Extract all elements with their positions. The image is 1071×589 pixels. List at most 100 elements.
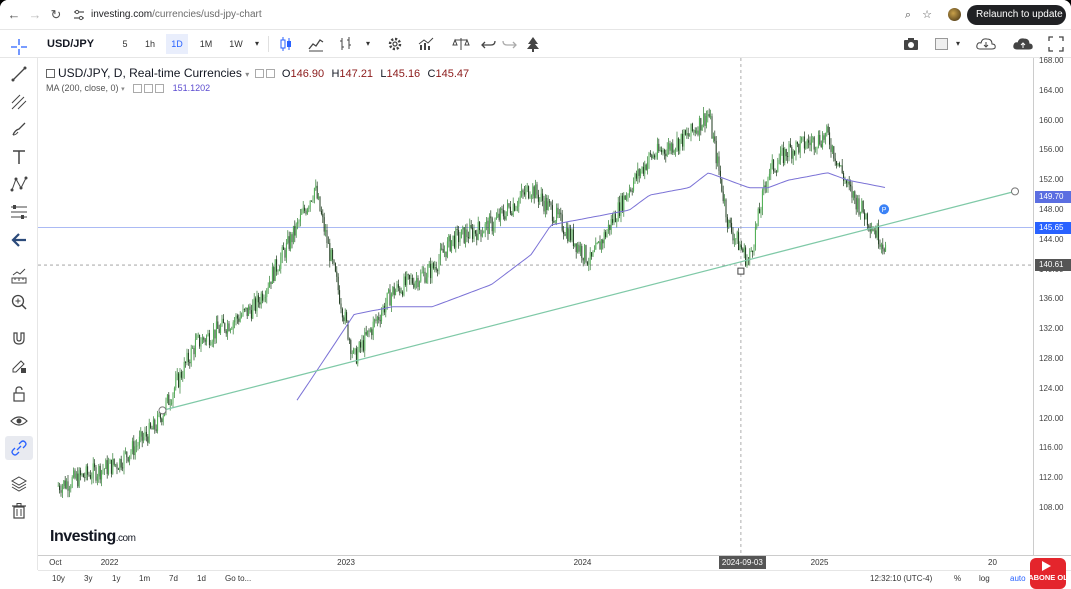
settings-gear-icon[interactable]: [386, 35, 404, 53]
candle-body: [599, 241, 601, 250]
fullscreen-icon[interactable]: [1047, 35, 1065, 53]
line-chart-icon[interactable]: [307, 35, 325, 53]
timeframe-5[interactable]: 5: [122, 39, 128, 49]
candle-body: [472, 227, 474, 239]
candle-body: [274, 259, 276, 281]
price-tag: 140.61: [1035, 259, 1071, 272]
undo-icon[interactable]: [480, 35, 498, 53]
candle-body: [743, 247, 745, 253]
timeframe-1m[interactable]: 1M: [199, 39, 213, 49]
brush-icon[interactable]: [10, 120, 28, 138]
layout-square-icon[interactable]: [935, 38, 948, 50]
percent-toggle[interactable]: %: [954, 574, 962, 583]
candle-body: [172, 393, 174, 403]
price-axis[interactable]: 168.00 164.00 160.00 156.00 152.00 148.00 144.…: [1033, 56, 1071, 555]
site-settings-icon[interactable]: [73, 9, 85, 21]
range-10y[interactable]: 10y: [52, 574, 65, 583]
symbol-search[interactable]: USD/JPY: [47, 38, 95, 50]
price-chart[interactable]: P: [38, 58, 1033, 555]
measure-icon[interactable]: [10, 267, 28, 285]
candles-icon[interactable]: [277, 35, 295, 53]
time-axis[interactable]: Oct 2022 2023 2024 2025 20 2024-09-03: [38, 555, 1071, 570]
profile-avatar[interactable]: [948, 8, 961, 21]
range-7d[interactable]: 7d: [169, 574, 178, 583]
timeframe-1h[interactable]: 1h: [144, 39, 155, 49]
range-3y[interactable]: 3y: [84, 574, 93, 583]
redo-icon[interactable]: [500, 35, 518, 53]
ma-remove-icon[interactable]: [155, 84, 165, 94]
zoom-icon[interactable]: ⌕: [904, 9, 912, 21]
link-icon[interactable]: [10, 439, 28, 457]
candle-body: [449, 235, 451, 251]
legend-dropdown-icon[interactable]: ▾: [245, 70, 250, 79]
subscribe-badge[interactable]: ABONE OL: [1026, 556, 1068, 589]
camera-icon[interactable]: [902, 35, 920, 53]
candle-body: [651, 154, 653, 159]
back-icon[interactable]: ←: [7, 7, 21, 22]
url-host: investing.com: [91, 9, 153, 20]
candle-body: [493, 227, 495, 232]
log-toggle[interactable]: log: [979, 574, 990, 583]
ma-dropdown-icon[interactable]: ▾: [121, 86, 125, 93]
candle-body: [117, 468, 119, 470]
candle-body: [872, 228, 874, 232]
timeframe-dropdown-icon[interactable]: ▾: [254, 39, 259, 48]
fib-retracement-icon[interactable]: [10, 203, 28, 221]
chart-type-dropdown-icon[interactable]: ▾: [365, 39, 370, 48]
trend-line-anchor-end: [1011, 187, 1019, 196]
cloud-upload-icon[interactable]: [1012, 35, 1034, 53]
candle-body: [176, 373, 178, 378]
auto-toggle[interactable]: auto: [1010, 574, 1026, 583]
candle-body: [291, 234, 293, 243]
trend-line-icon[interactable]: [10, 65, 28, 83]
candle-body: [810, 139, 812, 146]
candle-body: [409, 274, 411, 279]
zoom-in-icon[interactable]: [10, 293, 28, 311]
range-1d[interactable]: 1d: [197, 574, 206, 583]
compare-scale-icon[interactable]: [452, 35, 470, 53]
relaunch-button[interactable]: Relaunch to update ⋮: [967, 5, 1066, 40]
legend-collapse-icon[interactable]: [46, 69, 55, 79]
text-tool-icon[interactable]: [10, 148, 28, 166]
timeframe-1d[interactable]: 1D: [166, 34, 188, 54]
candle-body: [700, 118, 702, 131]
layout-dropdown-icon[interactable]: ▾: [955, 39, 960, 48]
lock-icon[interactable]: [10, 385, 28, 403]
candle-body: [687, 133, 689, 137]
url-path: /currencies/usd-jpy-chart: [152, 9, 262, 20]
timeframe-1w[interactable]: 1W: [229, 39, 243, 49]
candle-body: [276, 259, 278, 272]
pattern-icon[interactable]: [10, 175, 28, 193]
indicators-icon[interactable]: [417, 35, 435, 53]
range-1m[interactable]: 1m: [139, 574, 151, 583]
trash-icon[interactable]: [10, 502, 28, 520]
candle-body: [413, 283, 415, 288]
eye-icon[interactable]: [10, 412, 28, 430]
candle-body: [152, 419, 154, 430]
legend-hide-icon[interactable]: [265, 69, 275, 79]
candle-body: [453, 235, 455, 248]
cloud-download-icon[interactable]: [975, 35, 997, 53]
ma-settings-icon[interactable]: [133, 84, 143, 94]
candle-body: [742, 248, 744, 253]
address-bar[interactable]: investing.com/currencies/usd-jpy-chart: [91, 9, 262, 20]
candle-body: [427, 267, 429, 278]
chart-pane[interactable]: P: [38, 58, 1033, 555]
range-1y[interactable]: 1y: [112, 574, 121, 583]
bars-icon[interactable]: [337, 35, 355, 53]
bookmark-star-icon[interactable]: ☆: [922, 9, 932, 21]
layers-icon[interactable]: [10, 475, 28, 493]
forward-icon[interactable]: →: [28, 7, 42, 22]
ma-hide-icon[interactable]: [144, 84, 154, 94]
candle-body: [138, 436, 140, 446]
pitchfork-icon[interactable]: [10, 93, 28, 111]
tree-icon[interactable]: [524, 35, 542, 53]
legend-settings-icon[interactable]: [254, 69, 264, 79]
goto-button[interactable]: Go to...: [225, 574, 252, 583]
magnet-icon[interactable]: [10, 329, 28, 347]
back-arrow-icon[interactable]: [10, 231, 28, 249]
candle-body: [430, 263, 432, 279]
crosshair-icon[interactable]: [10, 38, 28, 56]
pencil-lock-icon[interactable]: [10, 357, 28, 375]
reload-icon[interactable]: ↻: [50, 7, 62, 22]
